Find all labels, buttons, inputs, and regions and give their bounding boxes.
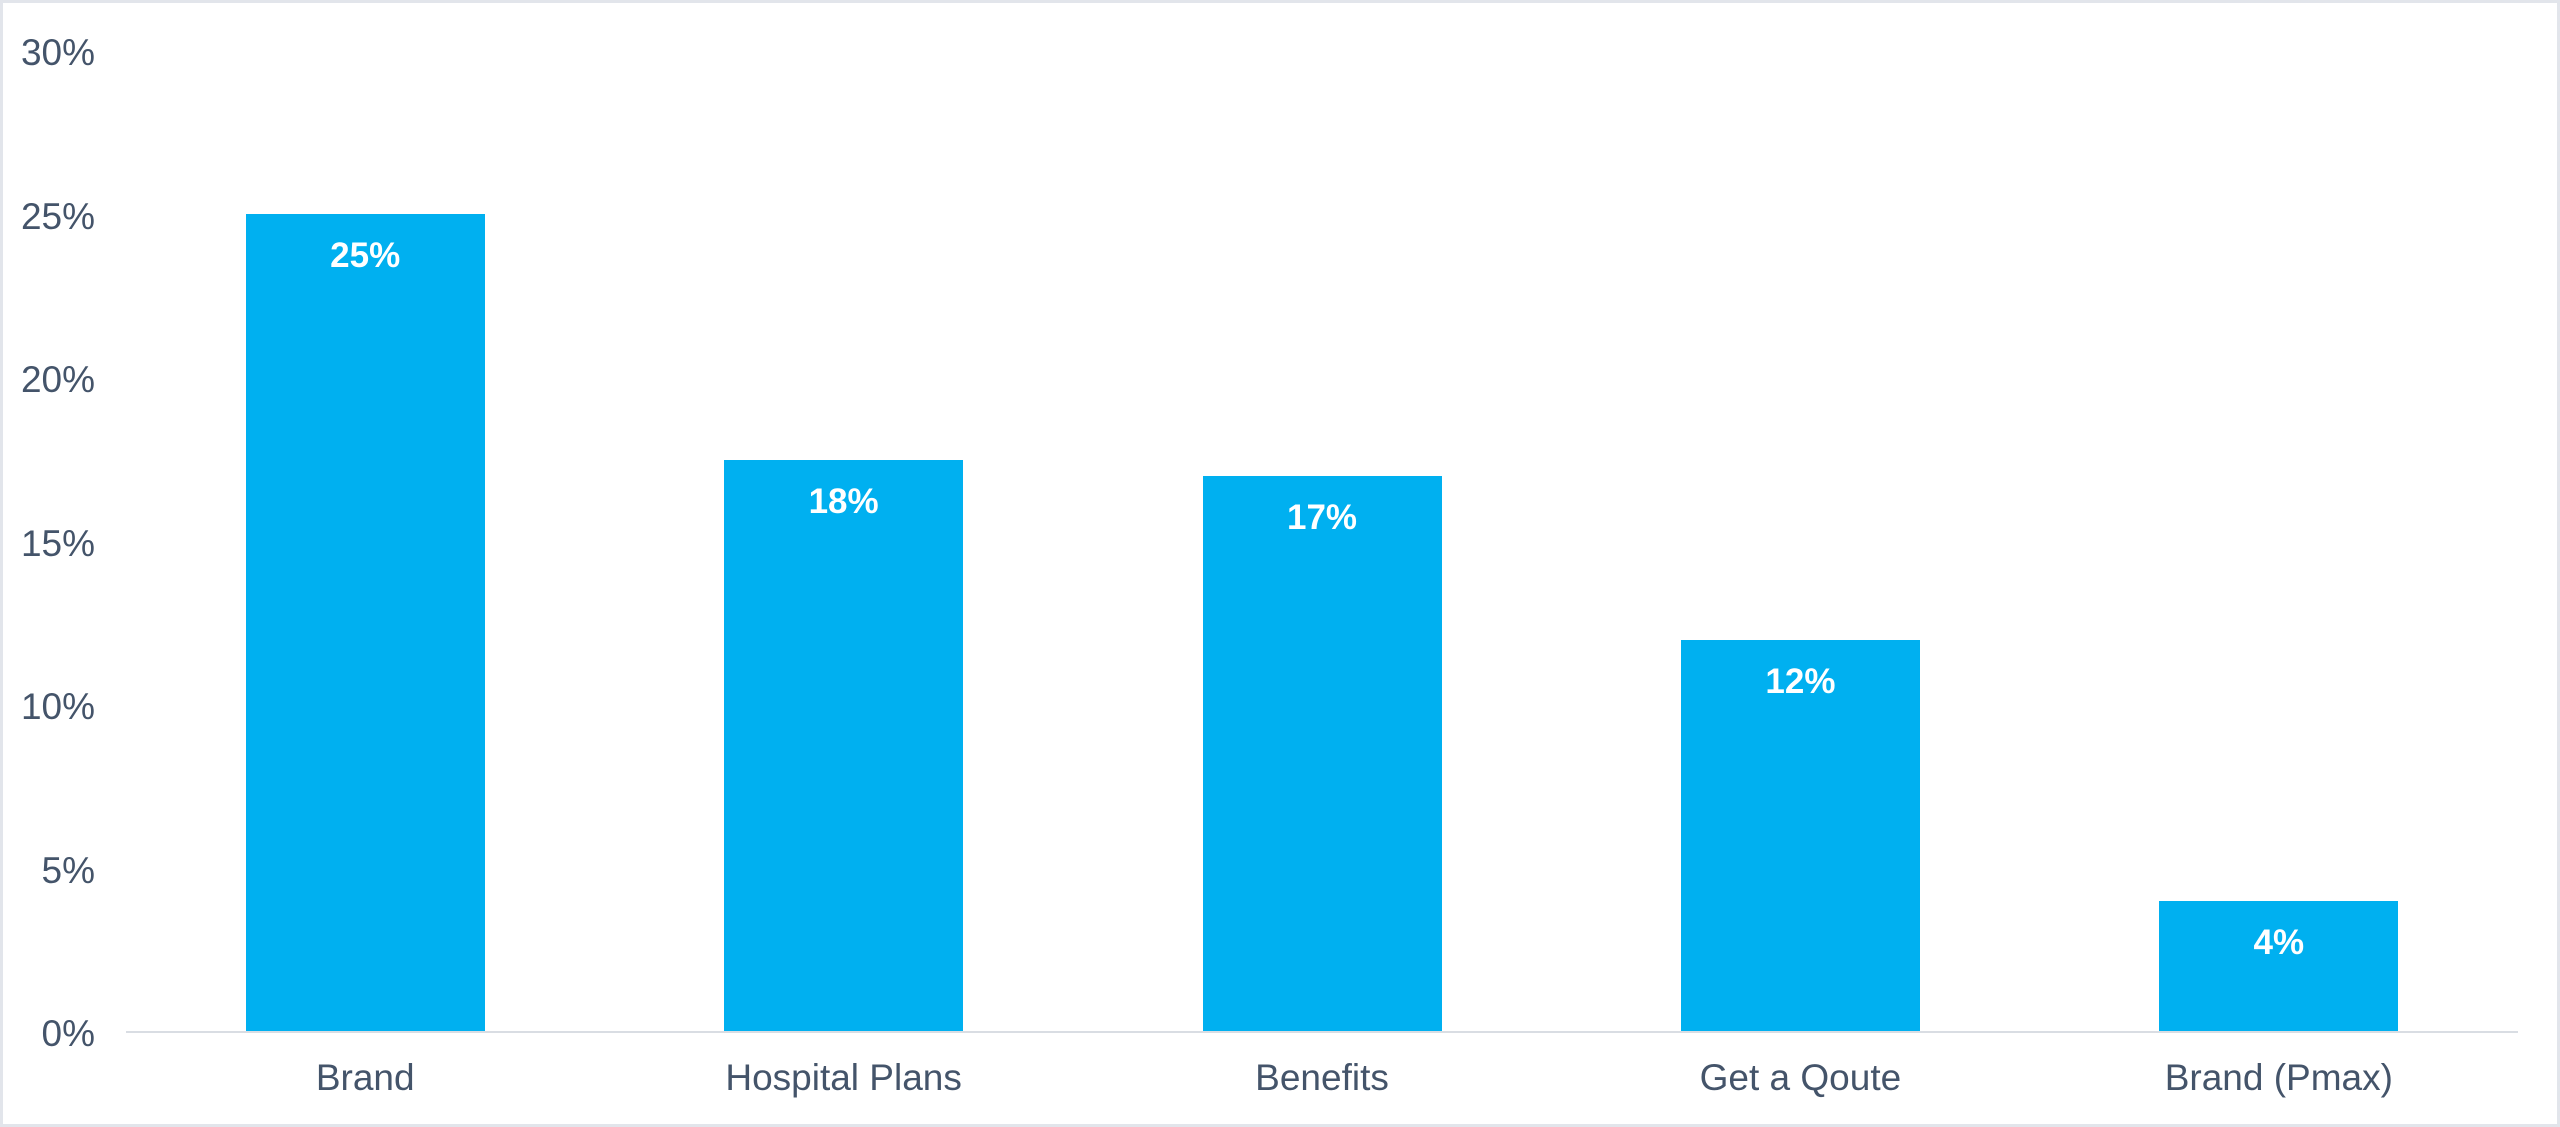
bar-slot: 17%	[1083, 53, 1561, 1032]
bar-benefits[interactable]: 17%	[1202, 476, 1442, 1032]
bar-brand[interactable]: 25%	[245, 214, 485, 1032]
category-label: Get a Qoute	[1699, 1057, 1902, 1098]
category-label: Benefits	[1255, 1057, 1389, 1098]
bar-data-label: 18%	[808, 482, 879, 521]
bar-data-label: 25%	[330, 236, 401, 275]
bar-get-a-qoute[interactable]: 12%	[1680, 640, 1920, 1032]
bar-slot: 18%	[604, 53, 1082, 1032]
x-axis-line	[126, 1031, 2518, 1033]
y-tick-label: 30%	[20, 32, 95, 73]
bar-slot: 12%	[1561, 53, 2039, 1032]
y-tick-label: 10%	[20, 686, 95, 727]
category-label: Hospital Plans	[725, 1057, 962, 1098]
bar-brand-pmax-[interactable]: 4%	[2159, 901, 2399, 1032]
bar-slot: 25%	[126, 53, 604, 1032]
bar-slot: 4%	[2040, 53, 2518, 1032]
bar-hospital-plans[interactable]: 18%	[724, 460, 964, 1032]
category-label: Brand (Pmax)	[2164, 1057, 2393, 1098]
plot-area: 25% 18% 17% 12% 4% Brand Hospital Plans Benefi…	[126, 3, 2518, 1124]
bar-data-label: 4%	[2253, 923, 2305, 962]
bar-data-label: 12%	[1765, 662, 1836, 701]
bar-data-label: 17%	[1286, 498, 1358, 537]
y-tick-label: 5%	[41, 849, 95, 891]
bars-row: 25% 18% 17% 12% 4%	[126, 53, 2518, 1032]
category-label: Brand	[315, 1057, 415, 1098]
y-tick-label: 25%	[20, 195, 95, 237]
y-tick-label: 20%	[20, 359, 95, 400]
category-axis-labels: Brand Hospital Plans Benefits Get a Qoute Br…	[126, 1056, 2518, 1100]
y-tick-label: 15%	[20, 522, 95, 564]
y-tick-label: 0%	[41, 1013, 95, 1054]
